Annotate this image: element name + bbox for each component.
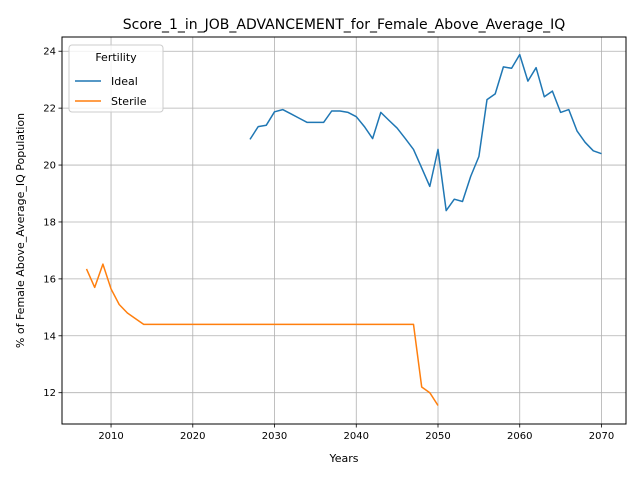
legend-title: Fertility: [95, 51, 137, 64]
y-tick-label: 18: [43, 217, 56, 228]
legend-items: Ideal Sterile: [75, 75, 147, 108]
legend-box: [68, 44, 164, 113]
x-tick-label: 2010: [98, 431, 123, 442]
x-tick-label: 2030: [262, 431, 287, 442]
series-layer: [85, 53, 602, 406]
x-tick-label: 2070: [589, 431, 614, 442]
chart-title: Score_1_in_JOB_ADVANCEMENT_for_Female_Ab…: [123, 17, 565, 33]
y-tick-label: 22: [43, 104, 56, 115]
y-tick-label: 16: [43, 274, 56, 285]
gridlines: [62, 37, 626, 424]
series-line-ideal: [249, 53, 602, 212]
plot-frame: [61, 36, 627, 425]
x-tick-label: 2040: [344, 431, 369, 442]
x-tick-label: 2050: [425, 431, 450, 442]
x-tick-label: 2060: [507, 431, 532, 442]
y-axis-ticks: 12 14 16 18 20 22 24: [43, 47, 62, 399]
x-tick-label: 2020: [180, 431, 205, 442]
legend-label-ideal: Ideal: [111, 75, 138, 88]
x-axis-ticks: 2010 2020 2030 2040 2050 2060 2070: [98, 424, 614, 442]
y-tick-label: 24: [43, 47, 56, 58]
series-line-sterile: [85, 263, 439, 406]
y-tick-label: 12: [43, 388, 56, 399]
x-axis-label: Years: [328, 452, 358, 465]
legend-label-sterile: Sterile: [111, 95, 147, 108]
y-tick-label: 14: [43, 331, 56, 342]
y-axis-label: % of Female Above_Average_IQ Population: [14, 113, 27, 348]
y-tick-label: 20: [43, 161, 56, 172]
legend: Fertility Ideal Sterile: [68, 44, 164, 113]
